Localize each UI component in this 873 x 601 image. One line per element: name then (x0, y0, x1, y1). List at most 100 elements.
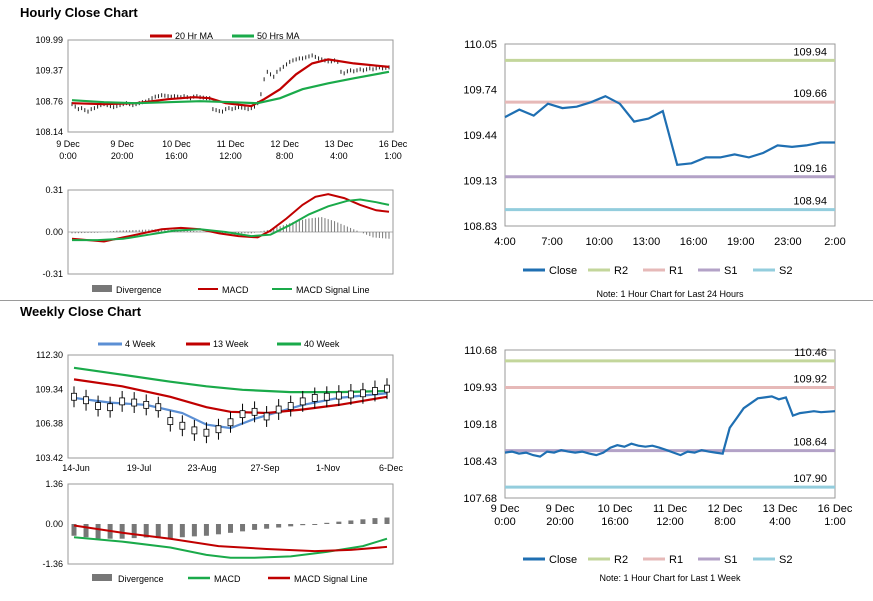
weekly-divergence-bar (372, 518, 378, 524)
pivot-weekly-x-tick-date: 9 Dec (546, 503, 575, 515)
pivot-hourly-x-tick: 7:00 (541, 236, 562, 248)
pivot-hourly-x-tick: 10:00 (586, 236, 614, 248)
weekly-candle-body (107, 403, 114, 412)
pivot-weekly-legend-label: R2 (614, 554, 628, 566)
weekly-price-x-tick: 27-Sep (250, 463, 279, 473)
weekly-candle-body (227, 418, 234, 427)
weekly-candle-body (299, 397, 306, 406)
hourly-price-x-tick-date: 12 Dec (270, 139, 299, 149)
pivot-weekly-close-line (504, 395, 836, 458)
hourly-macd-y-tick: 0.31 (45, 185, 63, 195)
hourly-price-x-tick-date: 11 Dec (217, 139, 245, 149)
hourly-price-x-tick-date: 13 Dec (325, 139, 354, 149)
weekly-candle-body (155, 403, 162, 412)
weekly-macd-y-tick: 0.00 (45, 519, 63, 529)
pivot-hourly-level-label: 108.94 (793, 196, 827, 208)
pivot-weekly-y-tick: 109.18 (463, 419, 497, 431)
pivot-weekly-y-tick: 108.43 (463, 456, 497, 468)
weekly-divergence-bar (203, 524, 209, 536)
weekly-candle-body (215, 425, 222, 434)
pivot-hourly-x-tick: 16:00 (680, 236, 708, 248)
weekly-candle-body (372, 387, 378, 395)
pivot-hourly-x-tick: 4:00 (494, 236, 515, 248)
pivot-weekly-x-tick-date: 9 Dec (491, 503, 520, 515)
weekly-price-x-tick: 23-Aug (187, 463, 216, 473)
weekly-candle-body (203, 428, 210, 437)
hourly-price-x-tick-time: 12:00 (219, 151, 242, 161)
pivot-hourly-note: Note: 1 Hour Chart for Last 24 Hours (596, 289, 744, 299)
pivot-weekly-x-tick-time: 1:00 (824, 516, 845, 528)
pivot-weekly-y-tick: 110.68 (464, 345, 497, 357)
pivot-hourly-y-tick: 109.44 (463, 130, 497, 142)
hourly-price-x-tick-date: 9 Dec (56, 139, 80, 149)
hourly-macd-legend-label: MACD (222, 285, 249, 295)
pivot-weekly-note: Note: 1 Hour Chart for Last 1 Week (600, 573, 741, 583)
pivot-hourly-y-tick: 109.74 (463, 85, 497, 97)
weekly-price-x-tick: 1-Nov (316, 463, 341, 473)
hourly-series-20-hr-ma (71, 58, 390, 108)
weekly-price-y-tick: 103.42 (35, 453, 63, 463)
weekly-candle-body (251, 407, 258, 416)
hourly-legend-label: 50 Hrs MA (257, 31, 300, 41)
weekly-macd-legend-swatch (92, 574, 112, 581)
weekly-price-x-tick: 6-Dec (379, 463, 404, 473)
weekly-candle-body (83, 396, 89, 405)
weekly-divergence-bar (276, 524, 282, 528)
pivot-hourly-x-tick: 19:00 (727, 236, 755, 248)
pivot-weekly-level-label: 107.90 (793, 473, 827, 485)
hourly-price-plot-area (67, 39, 394, 133)
pivot-weekly-plot-area (504, 349, 836, 499)
weekly-divergence-bar (336, 521, 342, 524)
weekly-price-y-tick: 109.34 (35, 384, 63, 394)
pivot-hourly-legend-label: R1 (669, 265, 683, 277)
weekly-candle-body (311, 394, 318, 402)
weekly-macd-legend-label: Divergence (118, 574, 164, 584)
weekly-divergence-bar (228, 524, 233, 533)
weekly-macd-series-macd-signal-line (73, 524, 388, 553)
weekly-divergence-bar (167, 524, 173, 539)
weekly-candle-body (71, 392, 77, 401)
weekly-candle-body (384, 384, 390, 393)
hourly-price-x-tick-time: 8:00 (276, 151, 294, 161)
pivot-weekly-level-label: 109.92 (793, 373, 827, 385)
pivot-hourly-close-line (504, 94, 835, 166)
weekly-candle-body (167, 417, 174, 425)
weekly-candle-body (360, 389, 366, 398)
hourly-price-x-tick-date: 10 Dec (162, 139, 191, 149)
weekly-candle-body (263, 412, 270, 421)
weekly-divergence-bar (252, 524, 258, 530)
pivot-hourly-level-label: 109.66 (793, 88, 827, 100)
weekly-macd-y-tick: 1.36 (45, 479, 63, 489)
weekly-divergence-bar (384, 517, 390, 524)
weekly-divergence-bar (300, 524, 306, 526)
hourly-price-x-tick-date: 16 Dec (379, 139, 408, 149)
weekly-candle-body (275, 405, 282, 414)
weekly-divergence-bar (179, 524, 185, 538)
pivot-weekly-x-tick-time: 0:00 (494, 516, 515, 528)
hourly-price-y-tick: 109.99 (35, 35, 63, 45)
weekly-candle-body (143, 400, 150, 409)
pivot-weekly-legend-label: Close (549, 554, 577, 566)
weekly-macd-y-tick: -1.36 (42, 559, 63, 569)
weekly-macd-legend-label: MACD Signal Line (294, 574, 368, 584)
weekly-price-plot-area (67, 354, 394, 459)
pivot-weekly-x-tick-date: 13 Dec (763, 503, 798, 515)
hourly-series-50-hrs-ma (71, 70, 390, 105)
weekly-divergence-bar (240, 524, 246, 532)
hourly-macd-y-tick: -0.31 (42, 269, 63, 279)
weekly-candle-body (179, 421, 186, 430)
pivot-hourly-legend-label: S1 (724, 265, 737, 277)
weekly-candle-body (119, 397, 126, 406)
weekly-macd-plot-area (67, 483, 394, 565)
pivot-weekly-x-tick-time: 4:00 (769, 516, 790, 528)
hourly-price-y-tick: 109.37 (35, 66, 63, 76)
hourly-macd-legend-label: Divergence (116, 285, 162, 295)
weekly-divergence-bar (324, 522, 330, 524)
weekly-divergence-bar (155, 524, 161, 539)
pivot-weekly-level-label: 108.64 (793, 437, 827, 449)
weekly-divergence-bar (360, 519, 366, 524)
weekly-macd-series-macd (73, 536, 388, 559)
hourly-section-title: Hourly Close Chart (20, 5, 138, 20)
pivot-weekly-level-label: 110.46 (794, 347, 827, 359)
section-divider (0, 300, 873, 301)
